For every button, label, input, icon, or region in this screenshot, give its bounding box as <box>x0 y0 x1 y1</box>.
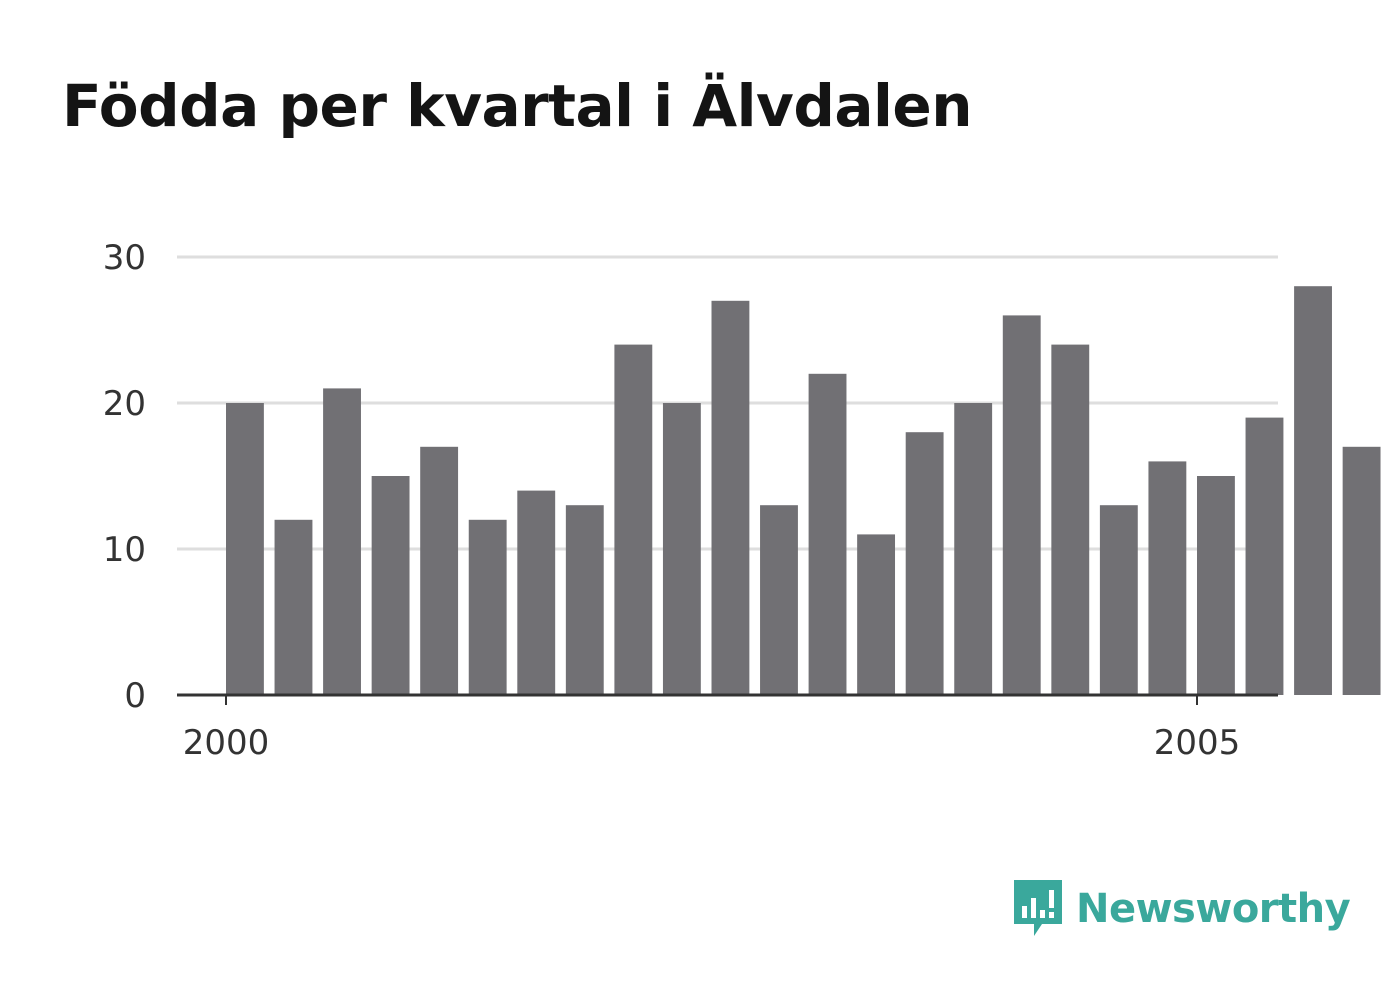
bar <box>1342 446 1381 695</box>
bars <box>226 286 1381 695</box>
bar <box>565 505 604 695</box>
bar <box>1197 476 1235 695</box>
bar <box>517 490 556 695</box>
x-tick-label: 2005 <box>1154 723 1241 763</box>
y-tick-label: 30 <box>103 238 146 278</box>
bar <box>808 373 847 695</box>
bar <box>662 403 701 695</box>
bar <box>323 388 361 695</box>
brand-name: Newsworthy <box>1076 886 1351 932</box>
chart-title: Födda per kvartal i Älvdalen <box>62 72 973 140</box>
newsworthy-logo: Newsworthy <box>1010 878 1351 940</box>
y-tick-label: 10 <box>103 530 146 570</box>
bar <box>274 519 313 695</box>
x-tick-label: 2000 <box>183 723 270 763</box>
bar <box>420 446 459 695</box>
y-tick-label: 20 <box>103 384 146 424</box>
bar <box>857 534 896 695</box>
bar <box>614 344 653 695</box>
bar <box>468 519 507 695</box>
bar <box>760 505 798 695</box>
bar <box>1245 417 1284 695</box>
y-tick-label: 0 <box>124 676 146 716</box>
bar <box>954 403 993 695</box>
bar <box>371 476 410 695</box>
bar <box>1294 286 1332 695</box>
bar <box>1099 505 1138 695</box>
bar <box>226 403 264 695</box>
y-axis-ticks: 0 10 20 30 <box>103 238 146 716</box>
x-axis-ticks: 200020052010201520202025 <box>183 695 1241 763</box>
bar <box>1002 315 1041 695</box>
bar <box>1051 344 1090 695</box>
bar <box>711 300 750 695</box>
bar <box>905 432 944 695</box>
newsworthy-logo-icon <box>1014 880 1062 936</box>
bar <box>1148 461 1187 695</box>
